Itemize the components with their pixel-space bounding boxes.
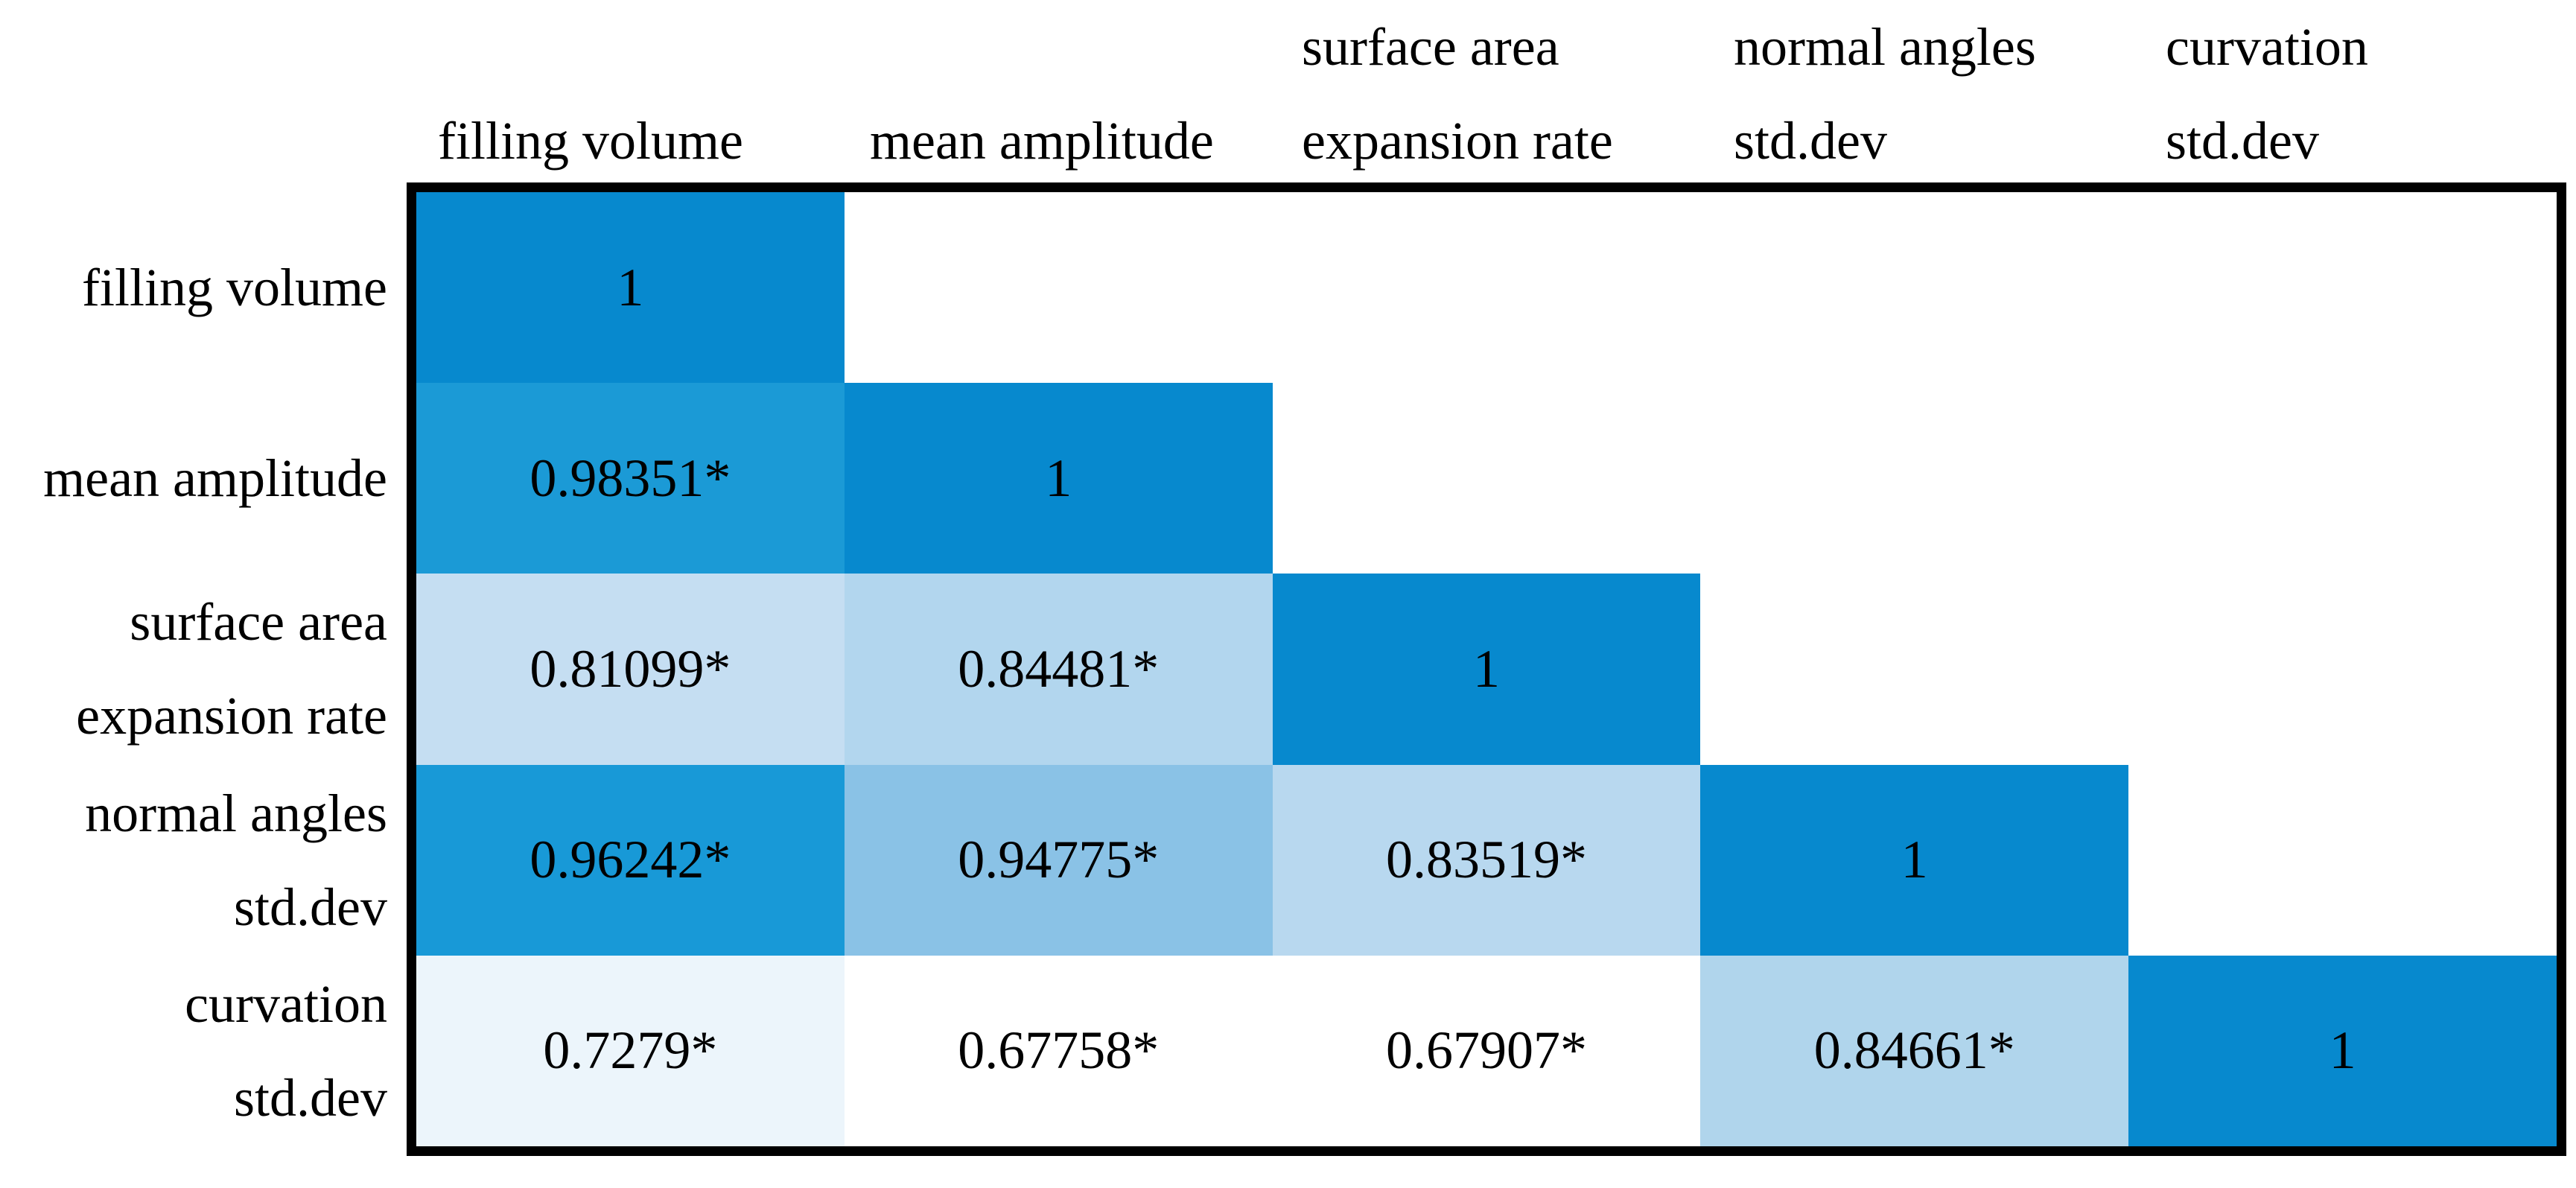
column-headers: filling volume mean amplitude surface ar…	[407, 0, 2566, 171]
column-header-line: mean amplitude	[870, 111, 1214, 171]
correlation-value: 1	[1901, 830, 1928, 890]
column-header-mean-amplitude: mean amplitude	[839, 0, 1270, 188]
column-header-curvation-std-dev: curvation std.dev	[2134, 0, 2566, 188]
column-header-line: curvation	[2166, 17, 2368, 77]
column-header-line: normal angles	[1734, 17, 2036, 77]
matrix-cell-r1c4	[1700, 192, 2129, 384]
matrix-cell-r3c2: 0.84481*	[844, 574, 1273, 765]
row-label-curvation-std-dev: curvation std.dev	[0, 956, 387, 1146]
correlation-value: 0.84481*	[958, 638, 1160, 699]
row-label-line: expansion rate	[76, 686, 387, 746]
matrix-cell-r4c5	[2128, 764, 2557, 956]
matrix-cell-r2c3	[1272, 383, 1701, 574]
matrix-cell-r4c1: 0.96242*	[416, 764, 845, 956]
column-header-line: filling volume	[438, 111, 743, 171]
column-header-surface-area-expansion-rate: surface area expansion rate	[1270, 0, 1702, 188]
correlation-heatmap: 1 0.98351* 1 0.81099* 0.84481* 1 0.96242* 0.947…	[407, 182, 2566, 1156]
matrix-cell-r2c5	[2128, 383, 2557, 574]
matrix-cell-r5c5: 1	[2128, 955, 2557, 1146]
column-header-line: std.dev	[2166, 111, 2319, 171]
matrix-cell-r1c2	[844, 192, 1273, 384]
correlation-value: 0.94775*	[958, 830, 1160, 890]
column-header-line: surface area	[1302, 17, 1559, 77]
matrix-cell-r3c5	[2128, 574, 2557, 765]
row-label-line: std.dev	[234, 1067, 387, 1128]
row-label-surface-area-expansion-rate: surface area expansion rate	[0, 574, 387, 764]
correlation-value: 1	[2329, 1020, 2356, 1081]
correlation-value: 0.98351*	[529, 448, 731, 508]
matrix-cell-r4c2: 0.94775*	[844, 764, 1273, 956]
matrix-cell-r3c1: 0.81099*	[416, 574, 845, 765]
correlation-value: 1	[617, 257, 644, 317]
correlation-value: 0.81099*	[529, 638, 731, 699]
correlation-value: 1	[1472, 638, 1500, 699]
row-label-mean-amplitude: mean amplitude	[0, 383, 387, 574]
matrix-cell-r4c4: 1	[1700, 764, 2129, 956]
row-label-line: filling volume	[82, 258, 387, 318]
row-label-line: normal angles	[85, 783, 387, 843]
matrix-cell-r2c1: 0.98351*	[416, 383, 845, 574]
column-header-line: std.dev	[1734, 111, 1887, 171]
matrix-cell-r5c3: 0.67907*	[1272, 955, 1701, 1146]
matrix-cell-r3c3: 1	[1272, 574, 1701, 765]
matrix-cell-r1c3	[1272, 192, 1701, 384]
column-header-filling-volume: filling volume	[407, 0, 839, 188]
row-label-line: surface area	[130, 592, 387, 652]
column-header-normal-angles-std-dev: normal angles std.dev	[1702, 0, 2134, 188]
row-labels: filling volume mean amplitude surface ar…	[0, 192, 387, 1146]
row-label-line: curvation	[185, 973, 387, 1034]
correlation-value: 0.7279*	[543, 1020, 718, 1081]
matrix-cell-r5c1: 0.7279*	[416, 955, 845, 1146]
correlation-value: 0.67907*	[1385, 1020, 1587, 1081]
correlation-value: 0.67758*	[958, 1020, 1160, 1081]
matrix-cell-r3c4	[1700, 574, 2129, 765]
row-label-filling-volume: filling volume	[0, 192, 387, 383]
correlation-value: 0.96242*	[529, 830, 731, 890]
matrix-cell-r4c3: 0.83519*	[1272, 764, 1701, 956]
column-header-line: expansion rate	[1302, 111, 1613, 171]
matrix-cell-r1c5	[2128, 192, 2557, 384]
correlation-value: 0.84661*	[1813, 1020, 2015, 1081]
correlation-value: 1	[1045, 448, 1072, 508]
row-label-line: std.dev	[234, 877, 387, 937]
matrix-cell-r2c4	[1700, 383, 2129, 574]
matrix-cell-r1c1: 1	[416, 192, 845, 384]
matrix-cell-r2c2: 1	[844, 383, 1273, 574]
row-label-normal-angles-std-dev: normal angles std.dev	[0, 765, 387, 956]
matrix-cell-r5c2: 0.67758*	[844, 955, 1273, 1146]
row-label-line: mean amplitude	[43, 448, 387, 509]
matrix-cell-r5c4: 0.84661*	[1700, 955, 2129, 1146]
correlation-value: 0.83519*	[1385, 830, 1587, 890]
